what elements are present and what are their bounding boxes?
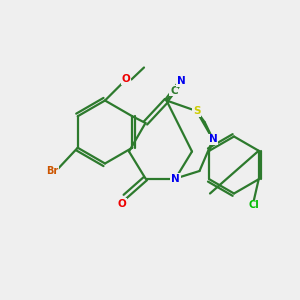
- Text: N: N: [177, 76, 186, 86]
- Text: S: S: [193, 106, 200, 116]
- Text: N: N: [208, 134, 217, 145]
- Text: O: O: [122, 74, 130, 85]
- Text: O: O: [117, 199, 126, 209]
- Text: Cl: Cl: [248, 200, 259, 211]
- Text: N: N: [171, 173, 180, 184]
- Text: Br: Br: [46, 166, 58, 176]
- Text: C: C: [170, 85, 178, 96]
